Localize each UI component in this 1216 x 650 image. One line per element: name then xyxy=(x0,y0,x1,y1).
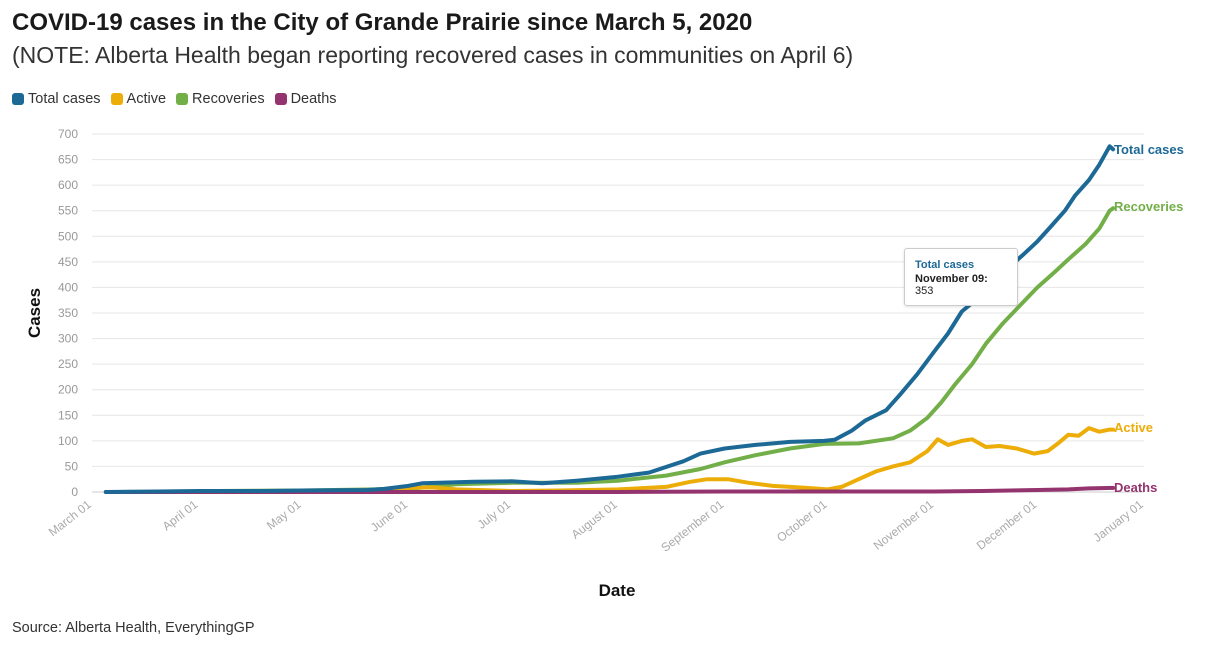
x-tick-label: August 01 xyxy=(569,497,620,542)
tooltip-series: Total cases xyxy=(915,259,975,271)
x-tick-label: July 01 xyxy=(475,497,514,532)
x-tick-label: December 01 xyxy=(974,497,1040,553)
x-tick-label: January 01 xyxy=(1090,497,1146,545)
x-tick-label: May 01 xyxy=(264,497,304,532)
end-label-deaths: Deaths xyxy=(1114,480,1157,495)
y-tick-label: 600 xyxy=(58,178,78,192)
legend-label: Total cases xyxy=(28,91,101,107)
chart-subtitle: (NOTE: Alberta Health began reporting re… xyxy=(12,42,854,68)
x-tick-label: October 01 xyxy=(774,497,830,545)
x-tick-label: April 01 xyxy=(160,497,201,533)
x-axis-ticks: March 01 April 01 May 01 June 01 July 01 Augu… xyxy=(46,497,1146,555)
tooltip-value: 353 xyxy=(915,285,934,297)
legend-label: Active xyxy=(126,91,167,107)
end-label-total-cases: Total cases xyxy=(1114,142,1184,157)
legend-swatch xyxy=(274,93,287,105)
y-tick-label: 300 xyxy=(58,332,78,346)
series-line-active[interactable] xyxy=(213,426,1116,494)
legend-swatch xyxy=(176,93,189,105)
y-tick-label: 400 xyxy=(58,280,78,294)
legend-label: Deaths xyxy=(290,91,337,107)
y-tick-label: 200 xyxy=(58,383,78,397)
y-tick-label: 250 xyxy=(58,357,78,371)
y-tick-label: 0 xyxy=(71,485,78,499)
end-label-recoveries: Recoveries xyxy=(1114,199,1183,214)
legend-item-active[interactable]: Active xyxy=(110,91,167,107)
y-tick-label: 450 xyxy=(58,255,78,269)
y-tick-label: 50 xyxy=(65,459,79,473)
y-tick-label: 550 xyxy=(58,204,78,218)
series-lines xyxy=(103,144,1116,494)
end-labels: Total cases Active Recoveries Deaths xyxy=(1114,142,1184,495)
chart-title: COVID-19 cases in the City of Grande Pra… xyxy=(12,9,753,36)
y-tick-label: 500 xyxy=(58,229,78,243)
series-line-deaths[interactable] xyxy=(103,485,1116,494)
x-tick-label: March 01 xyxy=(46,497,94,539)
legend-item-total-cases[interactable]: Total cases xyxy=(12,91,101,107)
legend-label: Recoveries xyxy=(192,91,265,107)
x-tick-label: November 01 xyxy=(871,497,937,553)
y-tick-label: 350 xyxy=(58,306,78,320)
x-tick-label: September 01 xyxy=(658,497,726,555)
source-note: Source: Alberta Health, EverythingGP xyxy=(12,620,255,636)
tooltip: Total cases November 09: 353 xyxy=(904,248,1018,306)
legend-item-deaths[interactable]: Deaths xyxy=(274,91,337,107)
tooltip-date: November 09 xyxy=(915,273,985,285)
x-tick-label: June 01 xyxy=(368,497,411,535)
y-tick-label: 150 xyxy=(58,408,78,422)
y-tick-label: 700 xyxy=(58,127,78,141)
y-axis-label: Cases xyxy=(25,288,44,338)
x-axis-label: Date xyxy=(599,581,636,600)
y-tick-label: 100 xyxy=(58,434,78,448)
legend: Total cases Active Recoveries Deaths xyxy=(12,91,337,107)
end-label-active: Active xyxy=(1114,420,1153,435)
gridlines xyxy=(92,133,1144,493)
y-tick-label: 650 xyxy=(58,153,78,167)
legend-item-recoveries[interactable]: Recoveries xyxy=(176,91,265,107)
legend-swatch xyxy=(12,93,24,105)
y-axis-ticks: 0 50 100 150 200 250 300 350 400 450 500 550 600 650 7… xyxy=(58,127,78,499)
legend-swatch xyxy=(110,93,123,105)
series-line-total-cases[interactable] xyxy=(103,144,1116,494)
